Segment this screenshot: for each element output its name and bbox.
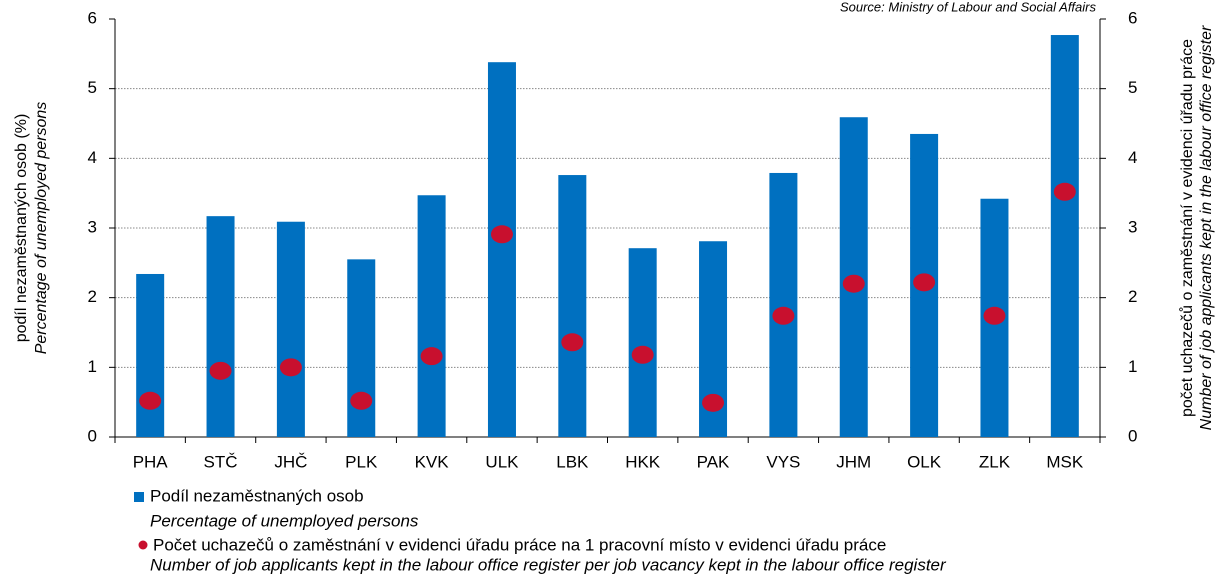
bar [276,221,305,437]
dot [983,306,1006,325]
dot [842,274,865,293]
bar [769,172,798,438]
y2-tick-label: 3 [1128,217,1137,236]
dot [279,358,302,377]
dot [490,225,513,244]
dot [913,273,936,292]
x-tick-label: OLK [907,452,942,471]
legend-label: Percentage of unemployed persons [150,511,419,530]
y2-tick-label: 0 [1128,426,1137,445]
x-tick-label: LBK [556,452,589,471]
y-tick-label: 0 [88,426,97,445]
bar [206,216,235,437]
dot [350,391,373,410]
dot [209,361,232,380]
bar [487,62,516,438]
y-tick-label: 4 [88,148,97,167]
dot [772,306,795,325]
x-tick-label: VYS [766,452,800,471]
y2-axis-title: Number of job applicants kept in the lab… [1198,25,1215,430]
legend-label: Podíl nezaměstnaných osob [150,486,364,505]
x-tick-label: JHČ [274,452,307,471]
dot [702,393,725,412]
source: Source: Ministry of Labour and Social Af… [840,0,1097,14]
legend-swatch [138,540,148,550]
x-tick-label: PHA [133,452,169,471]
y2-axis-title: počet uchazečů o zaměstnání v evidenci ú… [1178,39,1196,417]
y2-tick-label: 1 [1128,357,1137,376]
x-tick-label: ZLK [979,452,1011,471]
bar [136,273,165,437]
bar [558,175,587,437]
bar [347,259,376,437]
x-tick-label: PLK [345,452,378,471]
y2-tick-label: 4 [1128,148,1137,167]
x-tick-label: HKK [625,452,661,471]
x-tick-label: KVK [415,452,450,471]
x-tick-label: STČ [204,452,238,471]
dot [420,347,443,366]
y2-tick-label: 6 [1128,8,1137,27]
dot [631,345,654,364]
bar [628,248,657,437]
y2-tick-label: 5 [1128,78,1137,97]
legend-swatch [134,492,144,502]
y-axis-title: Percentage of unemployed persons [33,102,50,355]
dot [139,391,162,410]
legend-label: Number of job applicants kept in the lab… [150,555,947,574]
x-tick-label: PAK [697,452,730,471]
y-tick-label: 5 [88,78,97,97]
y-tick-label: 6 [88,8,97,27]
legend-label: Počet uchazečů o zaměstnání v evidenci ú… [153,535,886,554]
bar [1050,35,1079,437]
y-axis-title: podíl nezaměstnaných osob (%) [13,114,30,343]
bar [417,195,446,437]
y-tick-label: 1 [88,357,97,376]
y-tick-label: 3 [88,217,97,236]
y-tick-label: 2 [88,287,97,306]
x-tick-label: ULK [485,452,519,471]
x-tick-label: JHM [836,452,871,471]
dot [561,333,584,352]
y2-tick-label: 2 [1128,287,1137,306]
dot [1053,182,1076,201]
x-tick-label: MSK [1046,452,1084,471]
